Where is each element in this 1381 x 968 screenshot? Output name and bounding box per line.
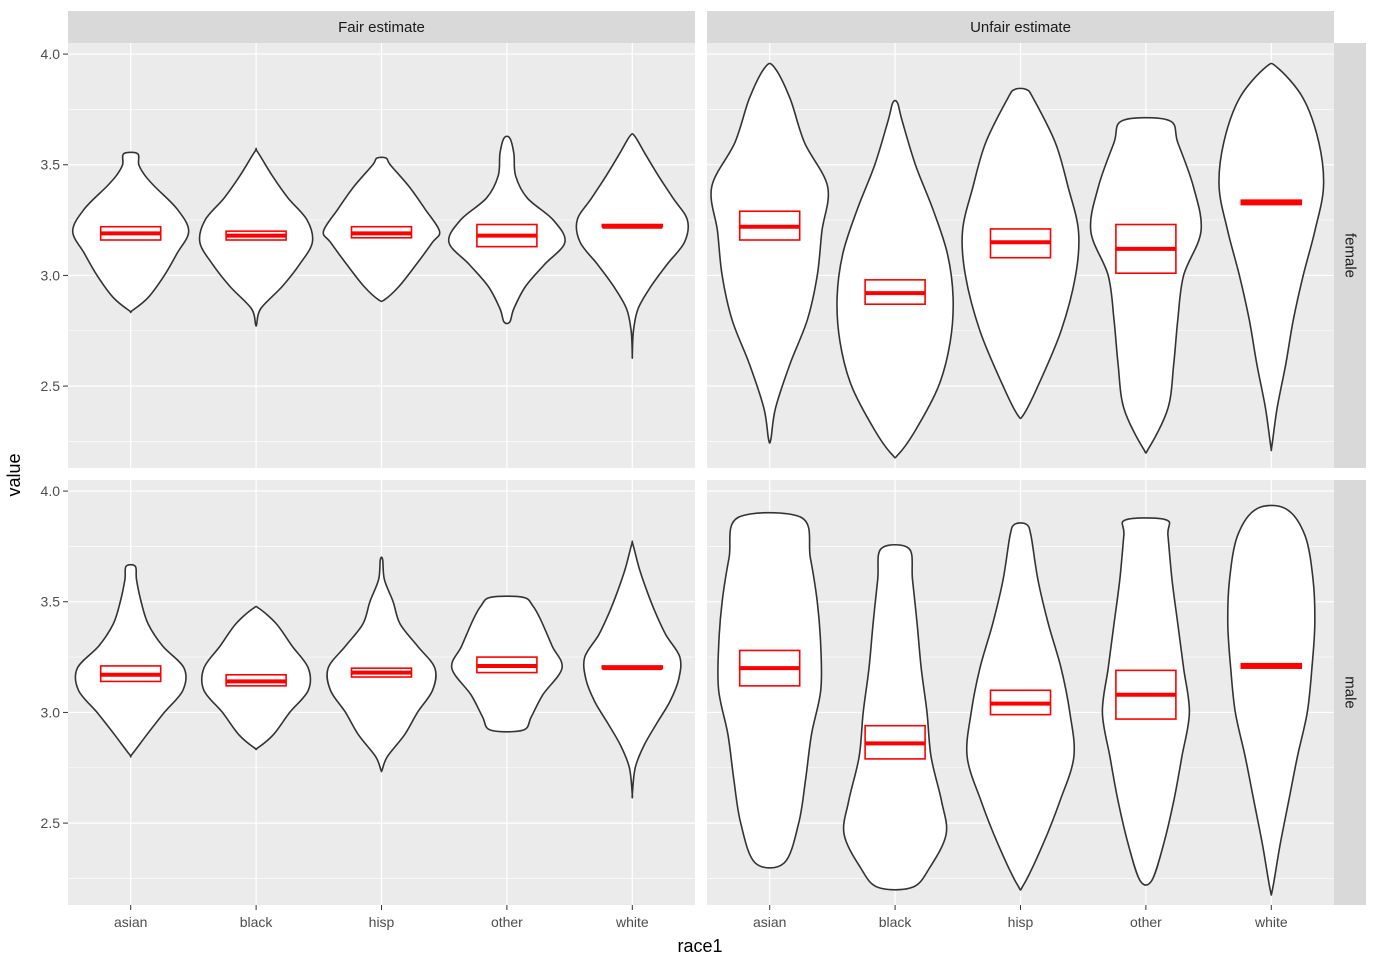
- facet-strip-column: [707, 11, 1334, 43]
- violin-hisp: [961, 87, 1080, 420]
- violin-black: [200, 605, 312, 751]
- axes-layer: 2.5 3.0 3.5 4.0 2.5 3.0 3.5 4.0 asian black hisp ot…: [41, 46, 1288, 930]
- y-tick-label: 2.5: [41, 815, 61, 831]
- x-tick-label: hisp: [369, 914, 395, 930]
- facet-strip-row: [1334, 43, 1366, 468]
- y-tick-label: 3.5: [41, 594, 61, 610]
- violin-white: [1226, 504, 1316, 896]
- facet-panel: [68, 43, 695, 468]
- violin-hisp: [326, 556, 437, 773]
- y-axis-title: value: [4, 453, 24, 496]
- violin-other: [447, 135, 566, 325]
- x-tick-label: black: [879, 914, 913, 930]
- y-tick-label: 4.0: [41, 46, 61, 62]
- facet-strip-row: [1334, 480, 1366, 905]
- violin-asian: [74, 563, 187, 758]
- x-tick-label: hisp: [1008, 914, 1034, 930]
- facet-panel: [707, 480, 1334, 905]
- strips-layer: Fair estimate Unfair estimate female male: [68, 11, 1366, 905]
- violin-black: [842, 543, 948, 891]
- x-tick-label: white: [615, 914, 649, 930]
- y-tick-label: 3.0: [41, 267, 61, 283]
- x-tick-label: black: [240, 914, 274, 930]
- y-tick-label: 4.0: [41, 483, 61, 499]
- x-axis-title: race1: [677, 936, 722, 956]
- violin-hisp: [965, 522, 1076, 891]
- x-tick-label: asian: [753, 914, 786, 930]
- facet-strip-column: [68, 11, 695, 43]
- x-tick-label: other: [1130, 914, 1162, 930]
- x-tick-label: asian: [114, 914, 147, 930]
- violin-white: [1218, 62, 1325, 452]
- y-tick-label: 3.5: [41, 157, 61, 173]
- violin-asian: [717, 511, 823, 869]
- y-tick-label: 2.5: [41, 378, 61, 394]
- violin-white: [575, 132, 690, 359]
- facet-strip-row-label: male: [1342, 676, 1359, 709]
- violin-other: [1101, 517, 1191, 886]
- facet-strip-column-label: Fair estimate: [338, 19, 425, 36]
- violin-other: [1089, 116, 1203, 454]
- facet-strip-row-label: female: [1342, 233, 1359, 278]
- panels-layer: [68, 43, 1334, 905]
- violin-asian: [710, 62, 830, 444]
- x-tick-label: white: [1254, 914, 1288, 930]
- facet-panel: [68, 480, 695, 905]
- facet-strip-column-label: Unfair estimate: [970, 19, 1071, 36]
- y-tick-label: 3.0: [41, 704, 61, 720]
- violin-hisp: [322, 156, 441, 303]
- x-tick-label: other: [491, 914, 523, 930]
- facet-panel: [707, 43, 1334, 468]
